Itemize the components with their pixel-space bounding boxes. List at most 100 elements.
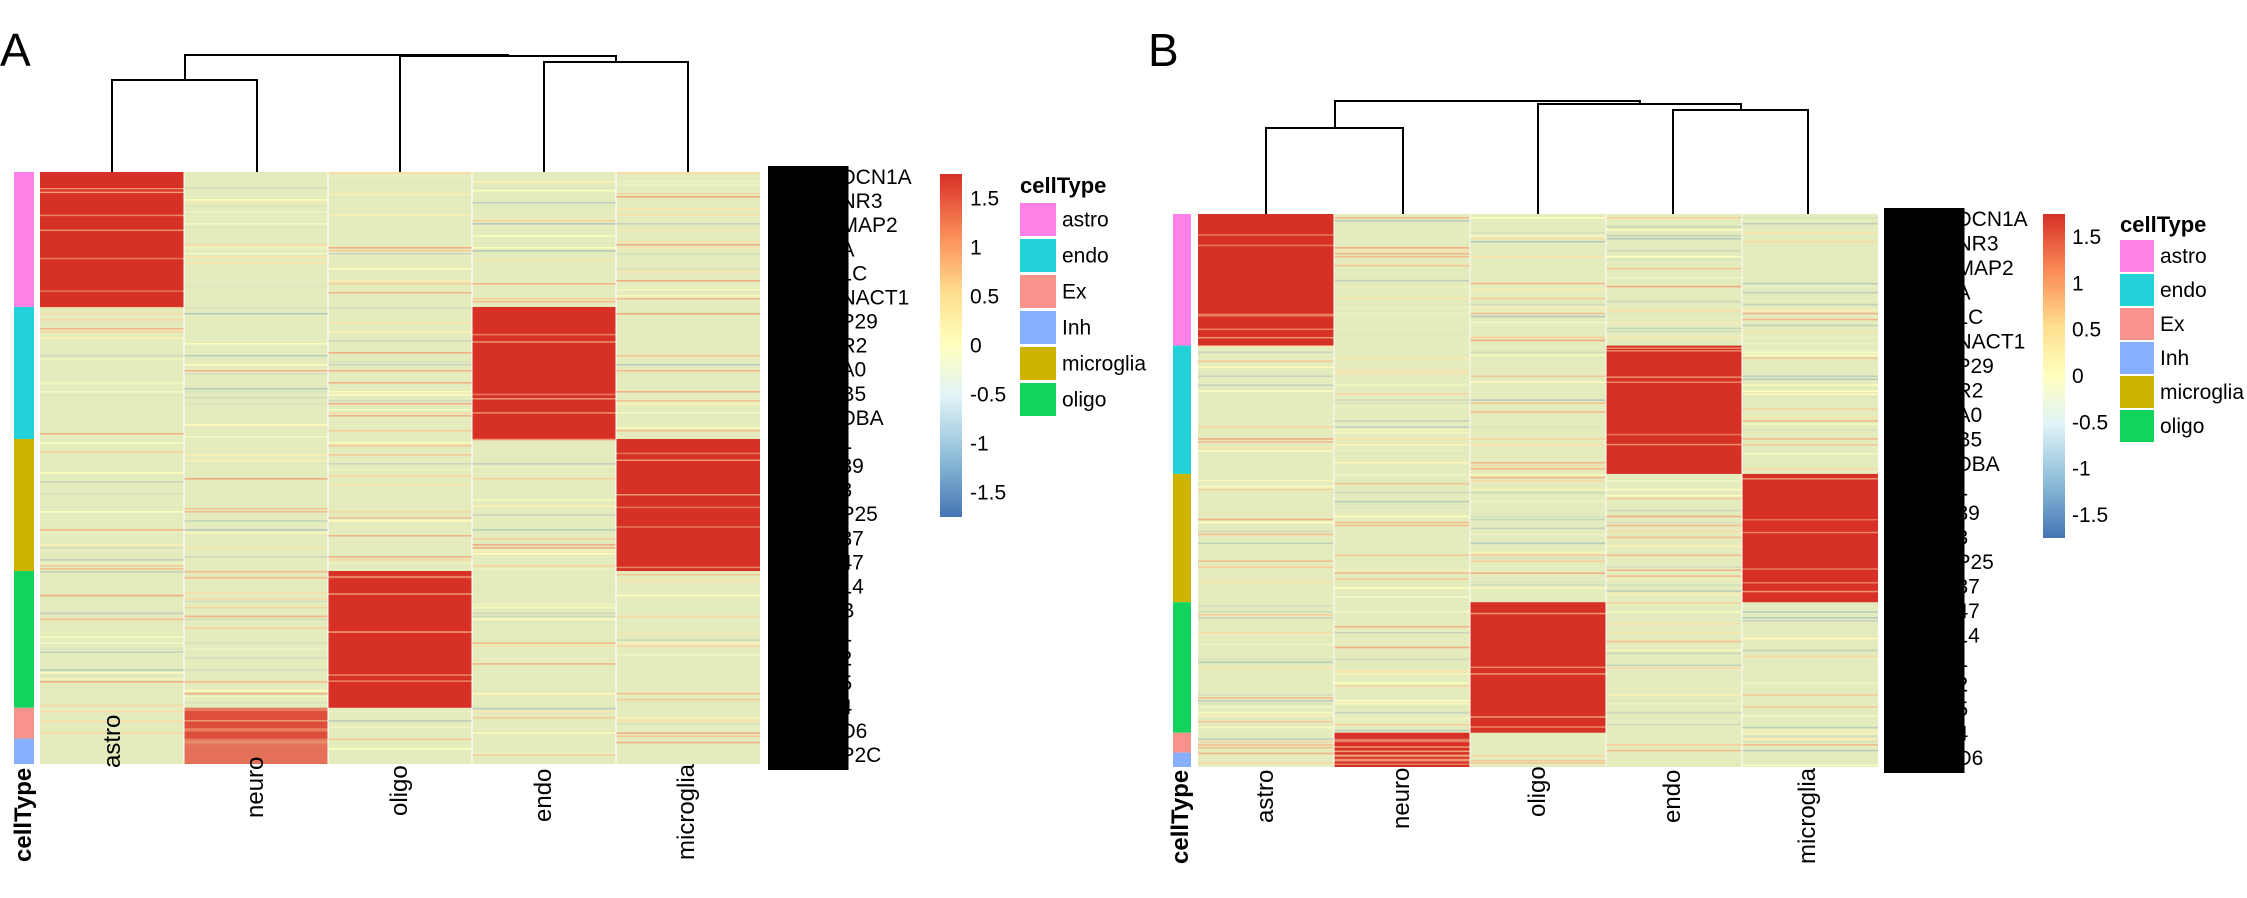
heatmap-stripe bbox=[1198, 697, 1334, 699]
heatmap-stripe bbox=[616, 573, 760, 576]
heatmap-stripe bbox=[1742, 423, 1878, 425]
heatmap-stripe bbox=[1470, 312, 1606, 315]
heatmap-stripe bbox=[184, 511, 328, 513]
heatmap-stripe bbox=[1334, 249, 1470, 252]
heatmap-stripe bbox=[472, 201, 616, 204]
heatmap-stripe bbox=[1470, 255, 1606, 258]
heatmap-stripe bbox=[1334, 461, 1470, 464]
gene-label: 14 bbox=[1957, 625, 1981, 648]
heatmap-stripe bbox=[1334, 482, 1470, 485]
heatmap-stripe bbox=[1742, 611, 1878, 613]
heatmap-stripe bbox=[40, 678, 184, 680]
heatmap-stripe bbox=[472, 300, 616, 303]
heatmap-stripe bbox=[40, 594, 184, 597]
color-scale-tick: 0 bbox=[2072, 365, 2084, 388]
heatmap-stripe bbox=[184, 739, 328, 741]
heatmap-stripe bbox=[184, 201, 328, 204]
heatmap-stripe bbox=[1198, 479, 1334, 482]
heatmap-stripe bbox=[1334, 402, 1470, 404]
heatmap-stripe bbox=[1742, 655, 1878, 658]
heatmap-stripe bbox=[1742, 729, 1878, 732]
heatmap-stripe bbox=[1742, 438, 1878, 440]
heatmap-stripe bbox=[616, 654, 760, 656]
color-scale-tick: 1.5 bbox=[970, 188, 999, 211]
heatmap-stripe bbox=[1606, 521, 1742, 524]
heatmap-stripe bbox=[1742, 357, 1878, 360]
heatmap-stripe bbox=[1606, 433, 1742, 436]
heatmap-stripe bbox=[1470, 673, 1606, 675]
heatmap-stripe bbox=[1606, 267, 1742, 270]
heatmap-stripe bbox=[1606, 530, 1742, 533]
heatmap-stripe bbox=[1198, 726, 1334, 729]
heatmap-stripe bbox=[328, 291, 472, 294]
heatmap-stripe bbox=[328, 441, 472, 444]
color-scale-tick: 1 bbox=[2072, 272, 2084, 295]
gene-label-overplot bbox=[1884, 208, 1965, 773]
heatmap-stripe bbox=[1606, 611, 1742, 613]
heatmap-stripe bbox=[1334, 515, 1470, 518]
heatmap-stripe bbox=[1742, 336, 1878, 339]
color-scale-tick: 1 bbox=[970, 237, 982, 260]
legend-label-microglia: microglia bbox=[2160, 381, 2244, 404]
gene-label: A0 bbox=[841, 359, 867, 382]
heatmap-stripe bbox=[1198, 450, 1334, 452]
heatmap-stripe bbox=[1606, 602, 1742, 604]
gene-label: MAP2 bbox=[1957, 257, 2014, 280]
heatmap-stripe bbox=[1606, 255, 1742, 258]
heatmap-stripe bbox=[328, 444, 472, 447]
heatmap-stripe bbox=[40, 492, 184, 495]
heatmap-stripe bbox=[328, 411, 472, 414]
gene-label: DBA bbox=[1957, 453, 2000, 476]
heatmap-stripe bbox=[616, 603, 760, 606]
heatmap-stripe bbox=[184, 453, 328, 456]
heatmap-stripe bbox=[1606, 327, 1742, 330]
heatmap-stripe bbox=[616, 426, 760, 429]
heatmap-stripe bbox=[616, 285, 760, 288]
heatmap-stripe bbox=[1334, 625, 1470, 628]
gene-label: B bbox=[841, 600, 855, 623]
heatmap-stripe bbox=[40, 612, 184, 615]
heatmap-stripe bbox=[40, 609, 184, 612]
heatmap-stripe bbox=[1198, 631, 1334, 634]
heatmap-stripe bbox=[184, 728, 328, 730]
heatmap-stripe bbox=[328, 680, 472, 682]
heatmap-stripe bbox=[1470, 354, 1606, 357]
heatmap-stripe bbox=[616, 591, 760, 594]
heatmap-stripe bbox=[1198, 738, 1334, 741]
heatmap-stripe bbox=[616, 732, 760, 734]
heatmap-stripe bbox=[616, 698, 760, 701]
heatmap-stripe bbox=[616, 294, 760, 297]
heatmap-stripe bbox=[1334, 755, 1470, 757]
heatmap-stripe bbox=[328, 252, 472, 255]
heatmap-stripe bbox=[1470, 426, 1606, 428]
heatmap-stripe bbox=[616, 270, 760, 273]
heatmap-stripe bbox=[1742, 568, 1878, 570]
heatmap-stripe bbox=[1334, 673, 1470, 675]
heatmap-stripe bbox=[1742, 240, 1878, 243]
heatmap-stripe bbox=[1742, 222, 1878, 225]
heatmap-stripe bbox=[328, 381, 472, 384]
gene-label: B5 bbox=[1957, 429, 1983, 452]
heatmap-stripe bbox=[1742, 749, 1878, 752]
heatmap-stripe bbox=[472, 544, 616, 546]
heatmap-stripe bbox=[1470, 351, 1606, 354]
heatmap-stripe bbox=[616, 692, 760, 695]
heatmap-stripe bbox=[184, 477, 328, 480]
heatmap-stripe bbox=[1470, 612, 1606, 615]
heatmap-stripe bbox=[472, 246, 616, 249]
heatmap-stripe bbox=[472, 180, 616, 183]
color-scale-ticks: 1.5 1 0.5 0 -0.5 -1 -1.5 bbox=[2072, 226, 2108, 527]
heatmap-stripe bbox=[328, 330, 472, 333]
heatmap-block-oligo-oligo bbox=[328, 571, 472, 708]
heatmap-stripe bbox=[472, 529, 616, 531]
heatmap-stripe bbox=[184, 627, 328, 630]
heatmap-stripe bbox=[1742, 694, 1878, 696]
heatmap-stripe bbox=[1470, 336, 1606, 339]
heatmap-stripe bbox=[40, 565, 184, 567]
heatmap-stripe bbox=[184, 741, 328, 744]
heatmap-stripe bbox=[1742, 375, 1878, 378]
heatmap-stripe bbox=[40, 471, 184, 474]
heatmap-stripe bbox=[1470, 476, 1606, 479]
heatmap-stripe bbox=[1742, 582, 1878, 584]
heatmap-stripe bbox=[1198, 694, 1334, 696]
